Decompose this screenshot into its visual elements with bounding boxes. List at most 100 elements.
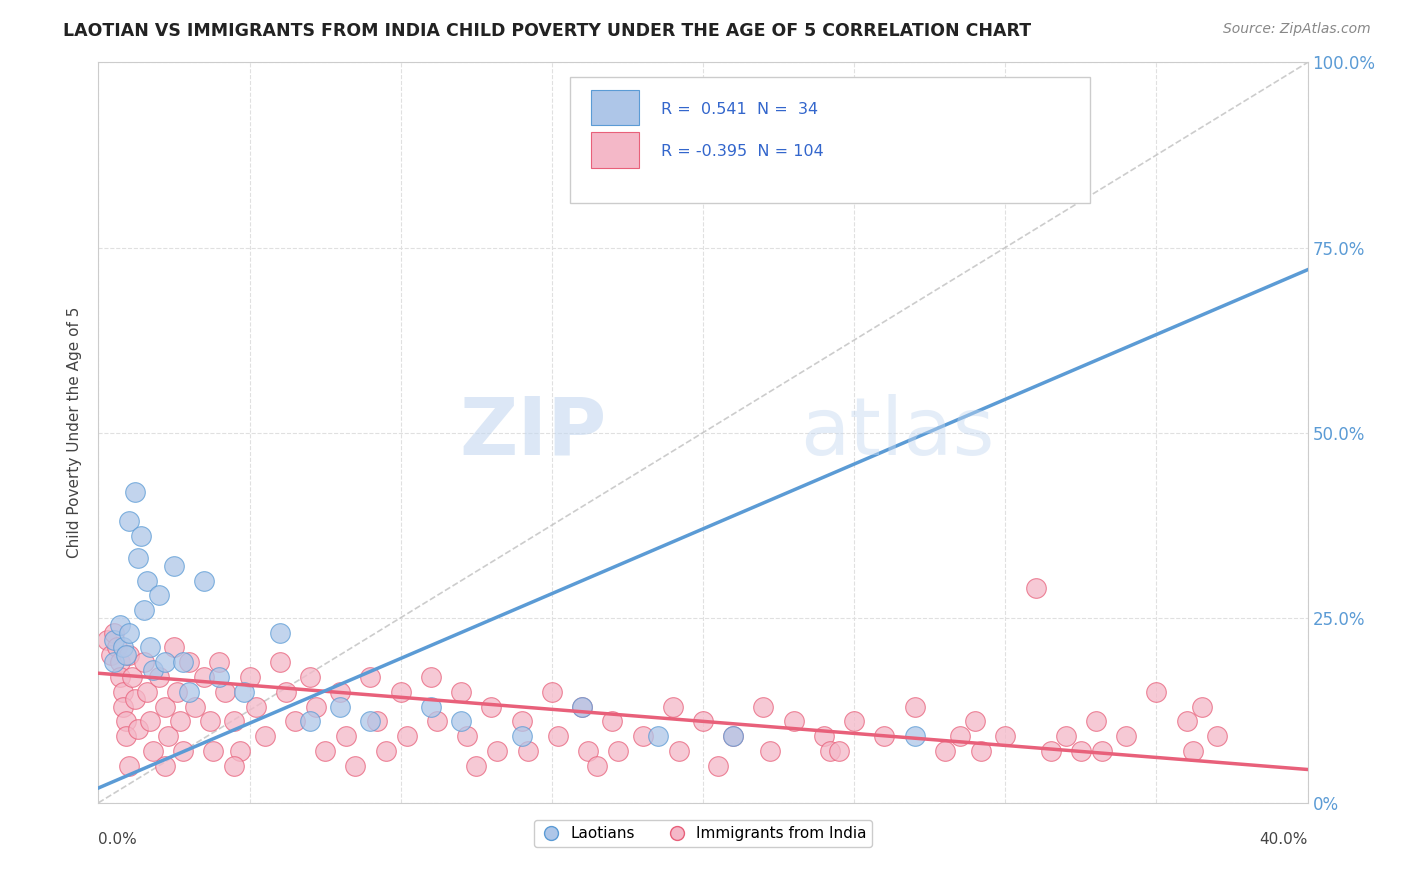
Point xyxy=(1054,729,1077,743)
Text: LAOTIAN VS IMMIGRANTS FROM INDIA CHILD POVERTY UNDER THE AGE OF 5 CORRELATION CH: LAOTIAN VS IMMIGRANTS FROM INDIA CHILD P… xyxy=(63,22,1032,40)
Point xyxy=(108,655,131,669)
Point xyxy=(631,729,654,743)
Point xyxy=(118,625,141,640)
Point xyxy=(124,692,146,706)
Text: R = -0.395  N = 104: R = -0.395 N = 104 xyxy=(661,144,824,159)
Point xyxy=(1024,581,1046,595)
Point xyxy=(510,729,533,743)
Point xyxy=(132,655,155,669)
Point xyxy=(934,744,956,758)
Point xyxy=(229,744,252,758)
Point xyxy=(752,699,775,714)
Point xyxy=(172,655,194,669)
Point xyxy=(299,714,322,729)
Point xyxy=(135,574,157,588)
Point xyxy=(450,714,472,729)
Point xyxy=(360,670,382,684)
Point xyxy=(360,714,382,729)
Point xyxy=(169,714,191,729)
Bar xyxy=(591,132,638,168)
Point xyxy=(100,648,122,662)
Point xyxy=(153,699,176,714)
Point xyxy=(163,558,186,573)
Point xyxy=(208,655,231,669)
Point xyxy=(335,729,357,743)
Point xyxy=(111,685,134,699)
Point xyxy=(1144,685,1167,699)
Point xyxy=(118,648,141,662)
Point xyxy=(127,722,149,736)
Point xyxy=(132,603,155,617)
Point xyxy=(166,685,188,699)
Point xyxy=(114,729,136,743)
Point xyxy=(111,699,134,714)
Point xyxy=(1085,714,1108,729)
Point xyxy=(374,744,396,758)
Point xyxy=(153,758,176,772)
Point xyxy=(818,744,841,758)
Point xyxy=(540,685,562,699)
Point xyxy=(121,670,143,684)
Point xyxy=(202,744,225,758)
Point xyxy=(994,729,1017,743)
Point xyxy=(193,574,215,588)
Point xyxy=(576,744,599,758)
Point xyxy=(547,729,569,743)
Point xyxy=(127,551,149,566)
Point xyxy=(214,685,236,699)
Point xyxy=(172,744,194,758)
Point xyxy=(758,744,780,758)
Point xyxy=(108,670,131,684)
Point xyxy=(420,670,443,684)
Text: atlas: atlas xyxy=(800,393,994,472)
Point xyxy=(1115,729,1137,743)
Point xyxy=(200,714,222,729)
Point xyxy=(142,744,165,758)
Point xyxy=(135,685,157,699)
Point xyxy=(344,758,367,772)
Point xyxy=(692,714,714,729)
Point xyxy=(118,515,141,529)
Y-axis label: Child Poverty Under the Age of 5: Child Poverty Under the Age of 5 xyxy=(67,307,83,558)
Point xyxy=(904,699,927,714)
Point xyxy=(232,685,254,699)
Point xyxy=(129,529,152,543)
Point xyxy=(108,618,131,632)
Point xyxy=(245,699,267,714)
Legend: Laotians, Immigrants from India: Laotians, Immigrants from India xyxy=(533,820,873,847)
Point xyxy=(481,699,503,714)
Point xyxy=(142,663,165,677)
Point xyxy=(208,670,231,684)
Text: ZIP: ZIP xyxy=(458,393,606,472)
Point xyxy=(949,729,972,743)
Point xyxy=(1181,744,1204,758)
Text: R =  0.541  N =  34: R = 0.541 N = 34 xyxy=(661,102,818,117)
Point xyxy=(329,685,352,699)
Point xyxy=(970,744,993,758)
Bar xyxy=(591,90,638,126)
Point xyxy=(124,484,146,499)
Point xyxy=(163,640,186,655)
Point xyxy=(148,589,170,603)
Point xyxy=(269,625,291,640)
Point xyxy=(965,714,987,729)
Point xyxy=(426,714,449,729)
Point xyxy=(156,729,179,743)
Point xyxy=(269,655,291,669)
Point xyxy=(111,640,134,655)
Point xyxy=(516,744,538,758)
Text: 40.0%: 40.0% xyxy=(1260,832,1308,847)
Point xyxy=(510,714,533,729)
Point xyxy=(813,729,835,743)
Point xyxy=(193,670,215,684)
Point xyxy=(668,744,690,758)
Point xyxy=(723,729,745,743)
Point xyxy=(450,685,472,699)
Point xyxy=(103,625,125,640)
Point xyxy=(224,758,246,772)
Point xyxy=(1175,714,1198,729)
Point xyxy=(389,685,412,699)
Point xyxy=(284,714,307,729)
Point xyxy=(602,714,624,729)
Point xyxy=(1091,744,1114,758)
